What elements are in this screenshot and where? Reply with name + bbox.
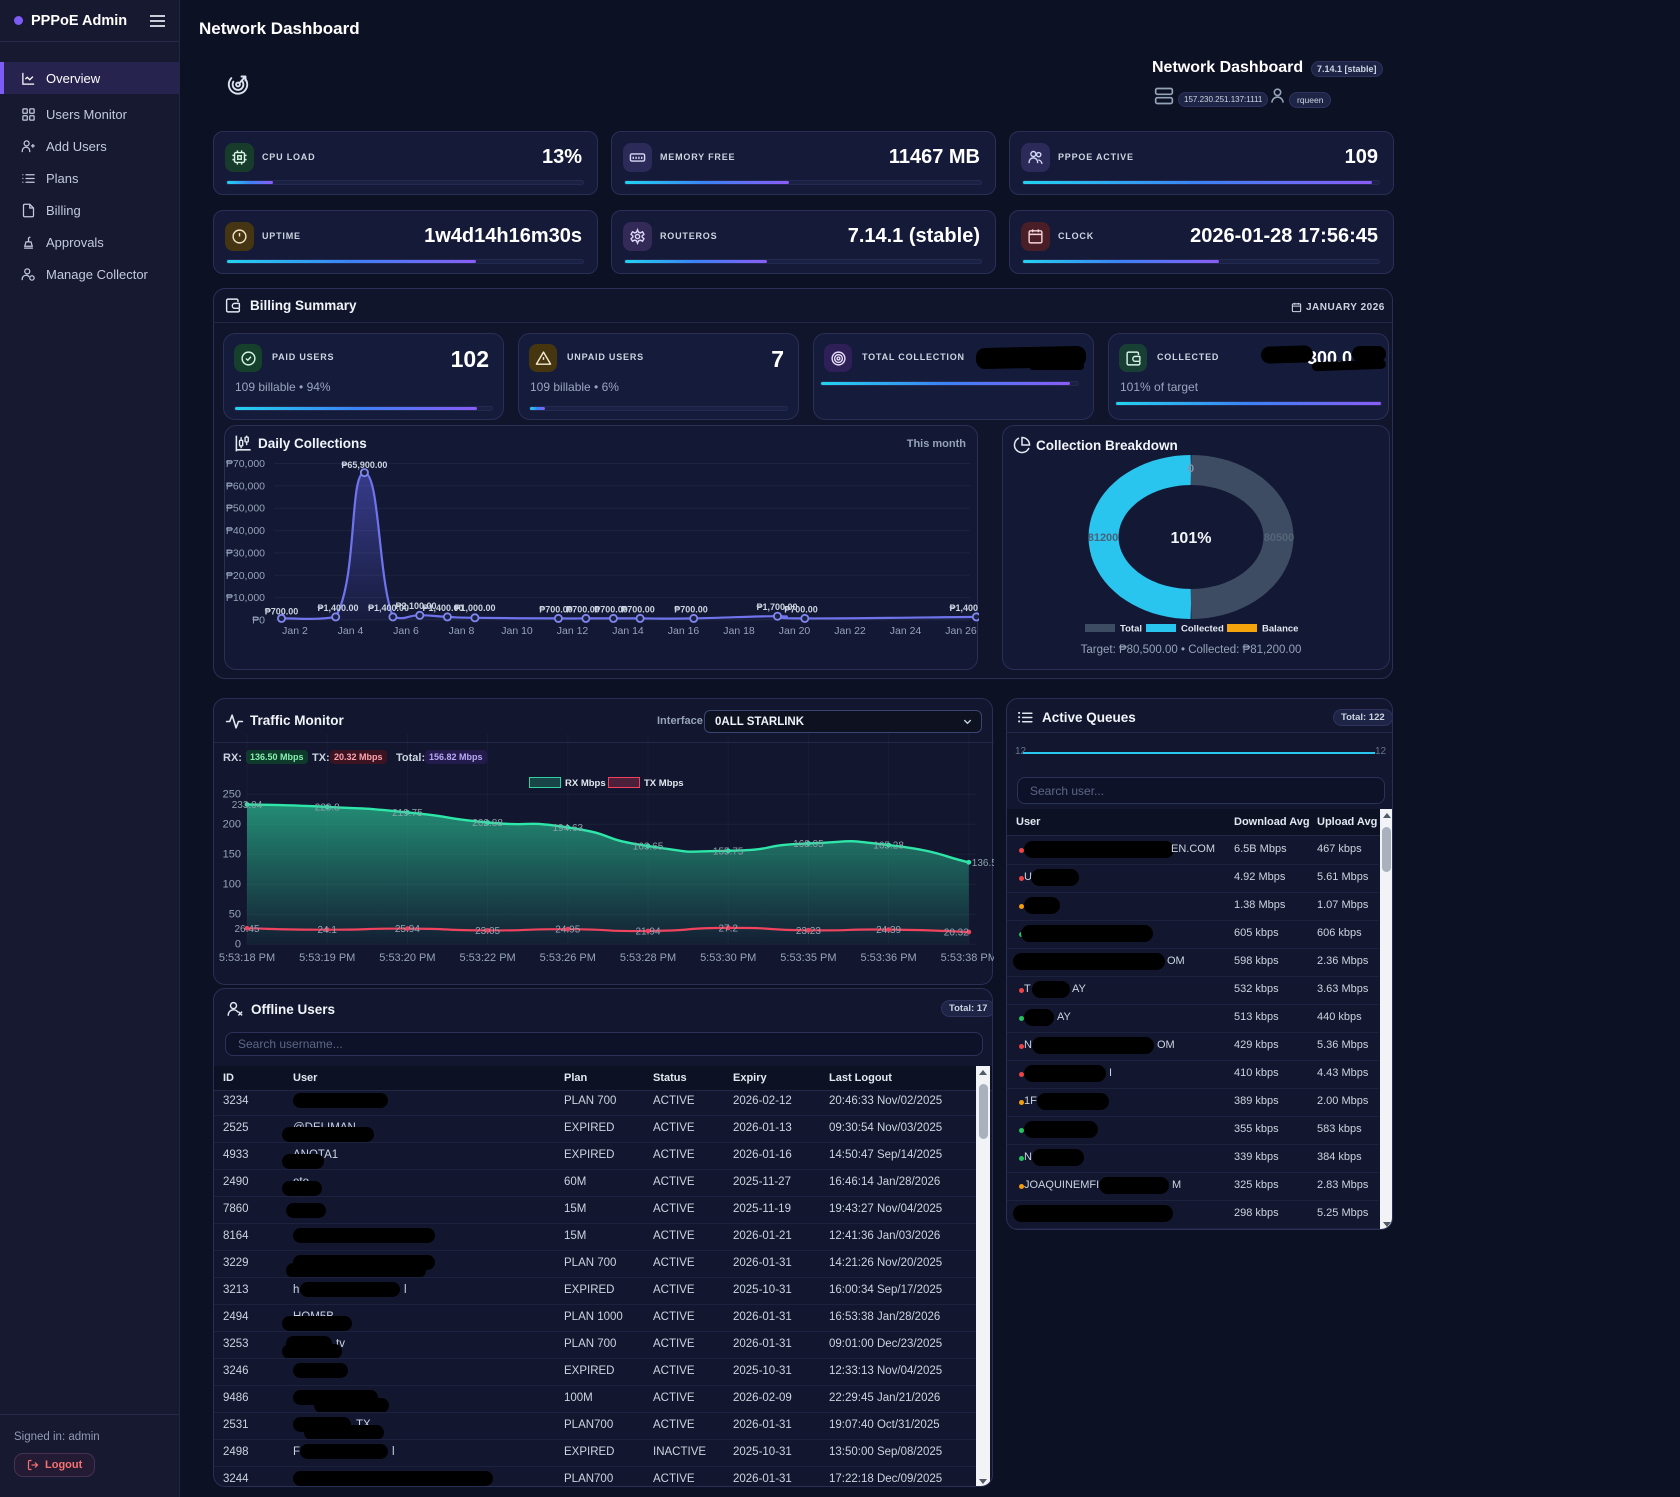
svg-text:5:53:22 PM: 5:53:22 PM — [459, 952, 515, 964]
svg-text:₱10,000: ₱10,000 — [226, 592, 265, 604]
svg-text:Jan 26: Jan 26 — [945, 625, 977, 637]
svg-text:₱60,000: ₱60,000 — [226, 480, 265, 492]
svg-text:202.88: 202.88 — [472, 818, 503, 829]
svg-text:₱1,400: ₱1,400 — [949, 603, 978, 613]
svg-text:24.95: 24.95 — [555, 925, 580, 936]
svg-text:Jan 14: Jan 14 — [612, 625, 644, 637]
svg-text:Jan 22: Jan 22 — [834, 625, 866, 637]
svg-text:27.2: 27.2 — [718, 923, 738, 934]
svg-text:₱1,400.00: ₱1,400.00 — [422, 603, 463, 613]
svg-text:155.75: 155.75 — [713, 846, 744, 857]
svg-text:Total: Total — [1120, 624, 1142, 635]
svg-text:Jan 24: Jan 24 — [890, 625, 922, 637]
svg-text:₱40,000: ₱40,000 — [226, 525, 265, 537]
svg-text:Jan 10: Jan 10 — [501, 625, 533, 637]
svg-text:219.75: 219.75 — [392, 808, 423, 819]
svg-text:200: 200 — [223, 819, 241, 831]
svg-text:0: 0 — [235, 939, 241, 951]
svg-text:0: 0 — [1188, 463, 1194, 475]
svg-text:163.65: 163.65 — [633, 842, 664, 853]
svg-text:₱2,100.00: ₱2,100.00 — [395, 601, 436, 611]
svg-text:150: 150 — [223, 849, 241, 861]
svg-text:194.63: 194.63 — [553, 823, 584, 834]
svg-text:136.5: 136.5 — [972, 858, 994, 869]
svg-text:5:53:26 PM: 5:53:26 PM — [540, 952, 596, 964]
svg-text:80500: 80500 — [1264, 532, 1295, 544]
svg-text:Jan 16: Jan 16 — [668, 625, 700, 637]
svg-text:101%: 101% — [1171, 530, 1212, 547]
svg-text:₱1,000.00: ₱1,000.00 — [454, 603, 495, 613]
svg-text:Jan 6: Jan 6 — [393, 625, 419, 637]
svg-text:₱50,000: ₱50,000 — [226, 503, 265, 515]
svg-text:₱700.00: ₱700.00 — [265, 606, 299, 616]
svg-text:₱700.00: ₱700.00 — [784, 604, 818, 614]
svg-text:Target: ₱80,500.00 • Collected: Target: ₱80,500.00 • Collected: ₱81,200.… — [1081, 644, 1302, 656]
svg-text:228.8: 228.8 — [315, 802, 340, 813]
svg-text:₱700.00: ₱700.00 — [674, 604, 708, 614]
svg-text:₱700.00: ₱700.00 — [539, 604, 573, 614]
svg-text:Collected: Collected — [1181, 624, 1224, 635]
svg-text:₱20,000: ₱20,000 — [226, 570, 265, 582]
svg-text:20.32: 20.32 — [944, 928, 969, 939]
svg-text:₱70,000: ₱70,000 — [226, 458, 265, 470]
svg-text:168.05: 168.05 — [793, 839, 824, 850]
svg-text:Jan 8: Jan 8 — [449, 625, 475, 637]
svg-text:26.45: 26.45 — [234, 924, 259, 935]
svg-text:24.39: 24.39 — [876, 925, 901, 936]
svg-text:Jan 2: Jan 2 — [282, 625, 308, 637]
svg-text:₱30,000: ₱30,000 — [226, 547, 265, 559]
svg-text:Jan 12: Jan 12 — [557, 625, 589, 637]
svg-text:5:53:28 PM: 5:53:28 PM — [620, 952, 676, 964]
svg-text:5:53:35 PM: 5:53:35 PM — [780, 952, 836, 964]
svg-text:100: 100 — [223, 879, 241, 891]
svg-text:₱0: ₱0 — [252, 615, 265, 627]
svg-text:50: 50 — [229, 909, 241, 921]
svg-text:₱1,700.00: ₱1,700.00 — [756, 602, 797, 612]
svg-text:5:53:19 PM: 5:53:19 PM — [299, 952, 355, 964]
svg-text:5:53:18 PM: 5:53:18 PM — [219, 952, 275, 964]
svg-text:₱700.00: ₱700.00 — [621, 604, 655, 614]
svg-text:Jan 20: Jan 20 — [779, 625, 811, 637]
svg-text:23.23: 23.23 — [796, 926, 821, 937]
svg-text:23.05: 23.05 — [475, 926, 500, 937]
svg-text:Jan 4: Jan 4 — [338, 625, 364, 637]
svg-text:₱1,400.00: ₱1,400.00 — [368, 603, 409, 613]
svg-text:5:53:20 PM: 5:53:20 PM — [379, 952, 435, 964]
svg-text:25.94: 25.94 — [395, 924, 420, 935]
svg-text:81200: 81200 — [1088, 532, 1119, 544]
svg-text:5:53:30 PM: 5:53:30 PM — [700, 952, 756, 964]
svg-text:165.28: 165.28 — [873, 841, 904, 852]
svg-text:₱700.00: ₱700.00 — [594, 604, 628, 614]
svg-text:21.94: 21.94 — [635, 927, 660, 938]
svg-text:24.1: 24.1 — [317, 925, 337, 936]
svg-text:₱1,400.00: ₱1,400.00 — [317, 603, 358, 613]
svg-text:Balance: Balance — [1262, 624, 1298, 635]
svg-text:5:53:38 PM: 5:53:38 PM — [941, 952, 994, 964]
svg-text:250: 250 — [223, 789, 241, 801]
svg-text:5:53:36 PM: 5:53:36 PM — [860, 952, 916, 964]
svg-text:Jan 18: Jan 18 — [723, 625, 755, 637]
svg-text:233.04: 233.04 — [232, 800, 263, 811]
svg-text:₱700.00: ₱700.00 — [566, 604, 600, 614]
svg-text:₱65,900.00: ₱65,900.00 — [341, 460, 387, 470]
